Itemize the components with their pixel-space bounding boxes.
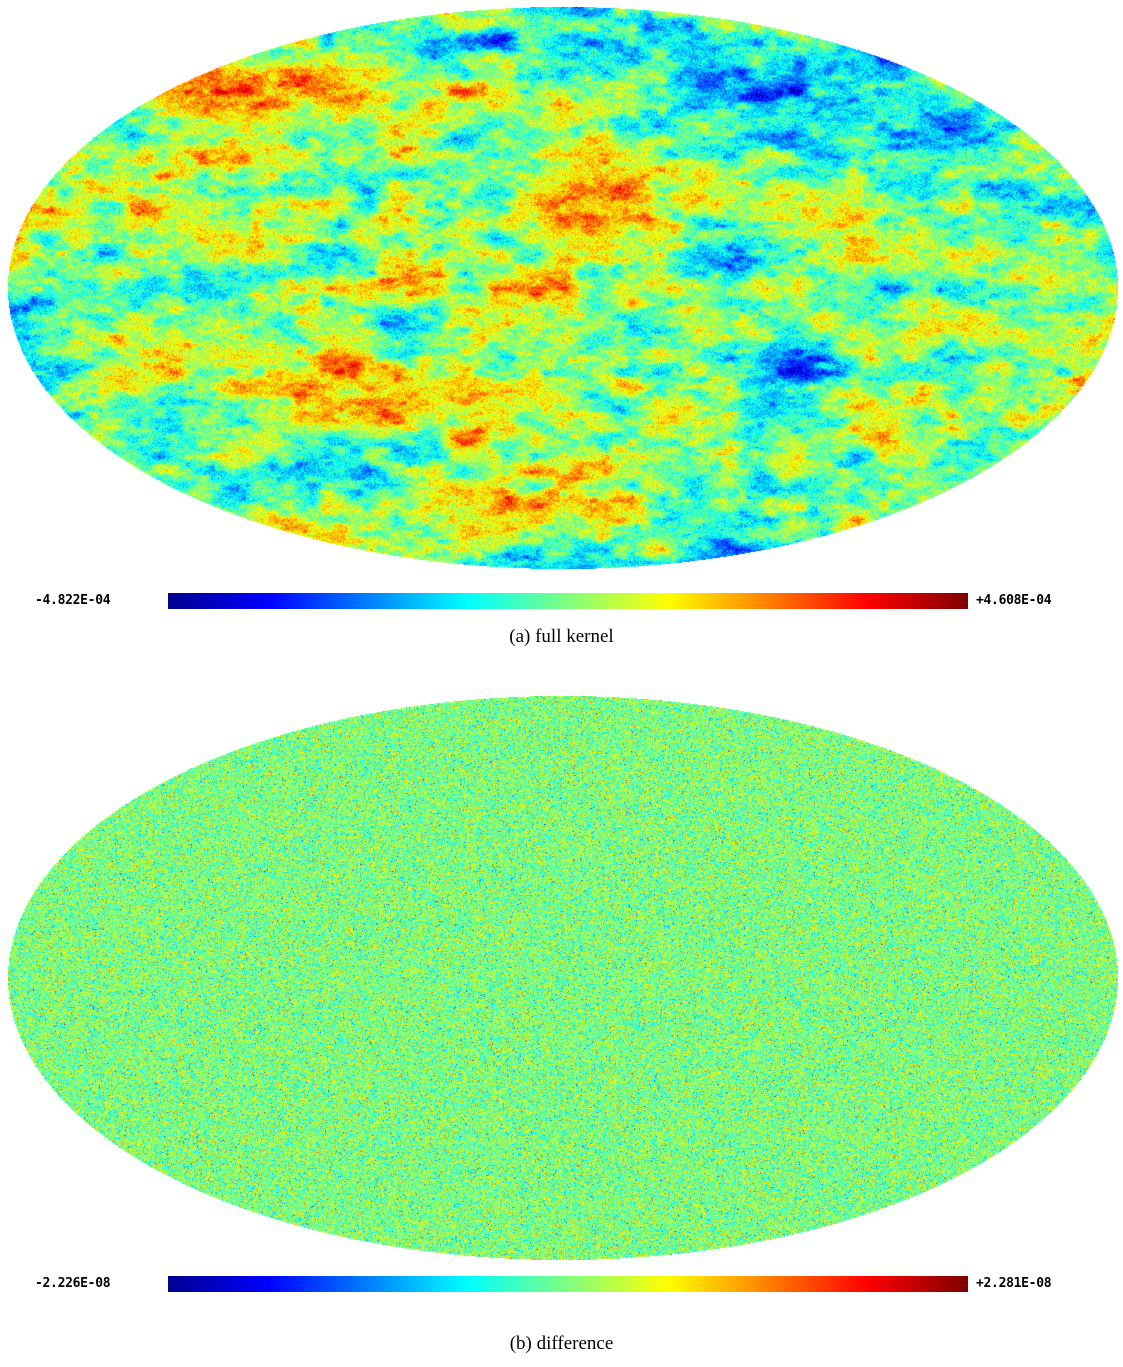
colorbar-gradient	[168, 1276, 968, 1292]
colorbar-min-label: -4.822E-04	[35, 593, 111, 608]
mollweide-map-difference	[8, 696, 1118, 1260]
colorbar-max-label: +4.608E-04	[976, 593, 1052, 608]
panel-full-kernel: -4.822E-04 +4.608E-04 (a) full kernel	[0, 0, 1123, 680]
colorbar-full-kernel: -4.822E-04 +4.608E-04	[0, 592, 1123, 612]
caption-full-kernel: (a) full kernel	[509, 626, 614, 647]
caption-difference: (b) difference	[509, 1333, 614, 1354]
mollweide-map-full-kernel	[8, 7, 1118, 569]
panel-difference: -2.226E-08 +2.281E-08 (b) difference	[0, 690, 1123, 1367]
colorbar-gradient	[168, 593, 968, 609]
colorbar-min-label: -2.226E-08	[35, 1276, 111, 1291]
colorbar-difference: -2.226E-08 +2.281E-08	[0, 1275, 1123, 1295]
colorbar-max-label: +2.281E-08	[976, 1276, 1052, 1291]
